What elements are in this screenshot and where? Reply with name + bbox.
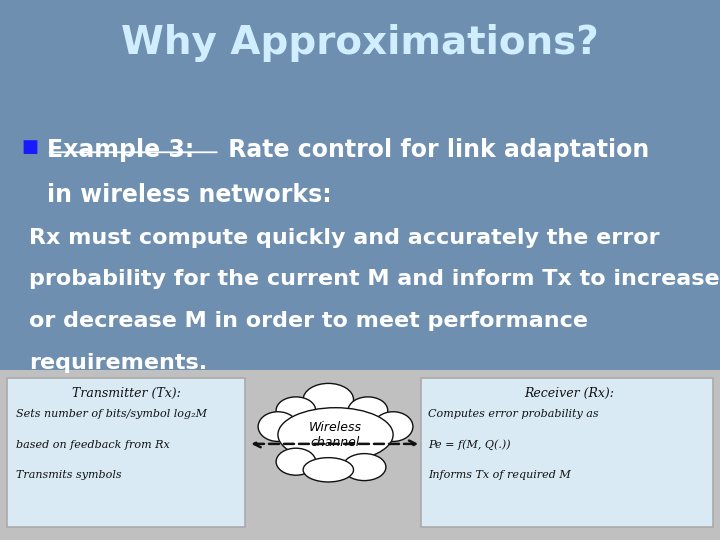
Text: Wireless
channel: Wireless channel	[309, 421, 362, 449]
Ellipse shape	[373, 411, 413, 442]
Text: probability for the current M and inform Tx to increase: probability for the current M and inform…	[29, 269, 719, 289]
Ellipse shape	[276, 397, 316, 424]
Text: Rate control for link adaptation: Rate control for link adaptation	[220, 138, 649, 161]
Text: Pe = f(M, Q(.)): Pe = f(M, Q(.))	[428, 440, 511, 450]
Text: Why Approximations?: Why Approximations?	[121, 24, 599, 62]
Text: Example 3:: Example 3:	[47, 138, 194, 161]
Ellipse shape	[278, 408, 393, 462]
Text: Receiver (Rx):: Receiver (Rx):	[524, 387, 614, 400]
Ellipse shape	[303, 457, 354, 482]
Ellipse shape	[348, 397, 388, 424]
FancyBboxPatch shape	[0, 370, 720, 540]
Ellipse shape	[303, 383, 354, 416]
Text: Transmitter (Tx):: Transmitter (Tx):	[71, 387, 181, 400]
Text: in wireless networks:: in wireless networks:	[47, 183, 331, 206]
Text: Rx must compute quickly and accurately the error: Rx must compute quickly and accurately t…	[29, 228, 660, 248]
FancyBboxPatch shape	[7, 378, 245, 526]
FancyBboxPatch shape	[421, 378, 713, 526]
Ellipse shape	[276, 448, 316, 475]
Ellipse shape	[258, 411, 298, 442]
Text: based on feedback from Rx: based on feedback from Rx	[16, 440, 170, 450]
Text: Informs Tx of required M: Informs Tx of required M	[428, 470, 571, 481]
Text: requirements.: requirements.	[29, 353, 207, 373]
Text: or decrease M in order to meet performance: or decrease M in order to meet performan…	[29, 311, 588, 331]
Text: Computes error probability as: Computes error probability as	[428, 409, 599, 419]
Text: Sets number of bits/symbol log₂M: Sets number of bits/symbol log₂M	[16, 409, 207, 419]
Text: Transmits symbols: Transmits symbols	[16, 470, 122, 481]
Ellipse shape	[343, 454, 386, 481]
Text: ■: ■	[22, 138, 39, 156]
